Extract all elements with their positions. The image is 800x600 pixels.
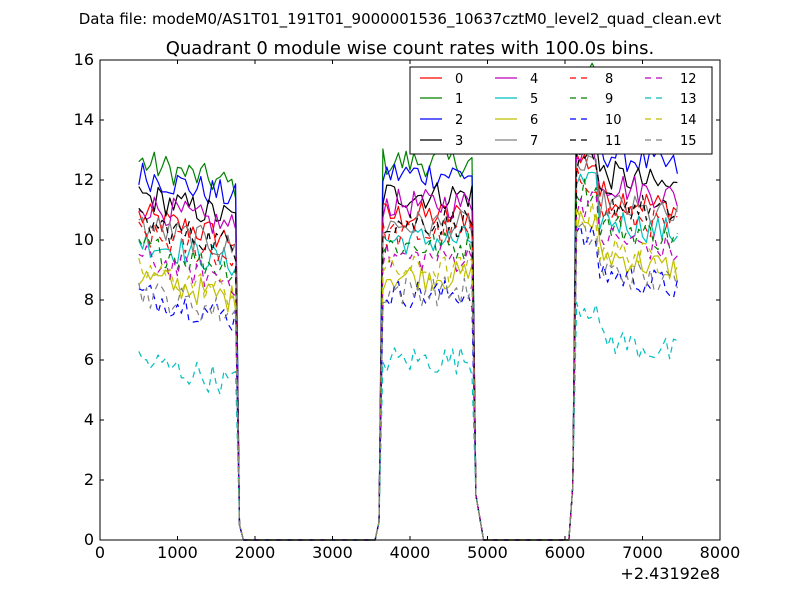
y-tick-label: 10 (74, 230, 94, 249)
y-tick-label: 2 (84, 470, 94, 489)
series-line-0 (138, 152, 678, 541)
series-line-6 (138, 210, 678, 541)
chart-title: Quadrant 0 module wise count rates with … (166, 38, 655, 59)
x-tick-label: 8000 (700, 543, 741, 562)
legend-label-0: 0 (455, 72, 463, 87)
series-line-12 (138, 191, 678, 541)
series-line-15 (138, 221, 678, 541)
legend-label-9: 9 (605, 92, 613, 107)
legend-label-12: 12 (680, 72, 697, 87)
x-tick-label: 5000 (467, 543, 508, 562)
x-tick-label: 2000 (235, 543, 276, 562)
legend-label-7: 7 (530, 134, 538, 149)
y-tick-label: 6 (84, 350, 94, 369)
y-tick-label: 0 (84, 530, 94, 549)
legend-label-4: 4 (530, 72, 538, 87)
x-tick-label: 0 (95, 543, 105, 562)
x-offset-label: +2.43192e8 (620, 564, 720, 583)
x-tick-label: 1000 (157, 543, 198, 562)
series-line-3 (138, 134, 678, 541)
x-tick-label: 4000 (390, 543, 431, 562)
y-tick-label: 12 (74, 170, 94, 189)
legend-label-13: 13 (680, 92, 697, 107)
series-line-13 (138, 301, 678, 541)
legend-label-6: 6 (530, 113, 538, 128)
y-tick-label: 14 (74, 110, 94, 129)
chart-suptitle: Data file: modeM0/AS1T01_191T01_90000015… (79, 10, 722, 29)
series-line-9 (138, 178, 678, 541)
legend-label-2: 2 (455, 113, 463, 128)
legend-label-10: 10 (605, 113, 622, 128)
axis-layer: 0 1000 2000 3000 4000 5000 6000 7000 80000246810… (74, 50, 741, 562)
legend-label-1: 1 (455, 92, 463, 107)
x-tick-label: 7000 (622, 543, 663, 562)
y-tick-label: 16 (74, 50, 94, 69)
series-line-11 (138, 150, 678, 541)
legend-label-15: 15 (680, 134, 697, 149)
x-tick-label: 3000 (312, 543, 353, 562)
series-line-4 (138, 144, 678, 541)
legend-label-3: 3 (455, 134, 463, 149)
series-line-14 (138, 201, 678, 541)
legend-label-5: 5 (530, 92, 538, 107)
legend-label-8: 8 (605, 72, 613, 87)
x-tick-label: 6000 (545, 543, 586, 562)
legend-label-11: 11 (605, 134, 622, 149)
y-tick-label: 8 (84, 290, 94, 309)
series-line-8 (138, 164, 678, 541)
series-layer (138, 62, 678, 541)
legend-label-14: 14 (680, 113, 697, 128)
y-tick-label: 4 (84, 410, 94, 429)
